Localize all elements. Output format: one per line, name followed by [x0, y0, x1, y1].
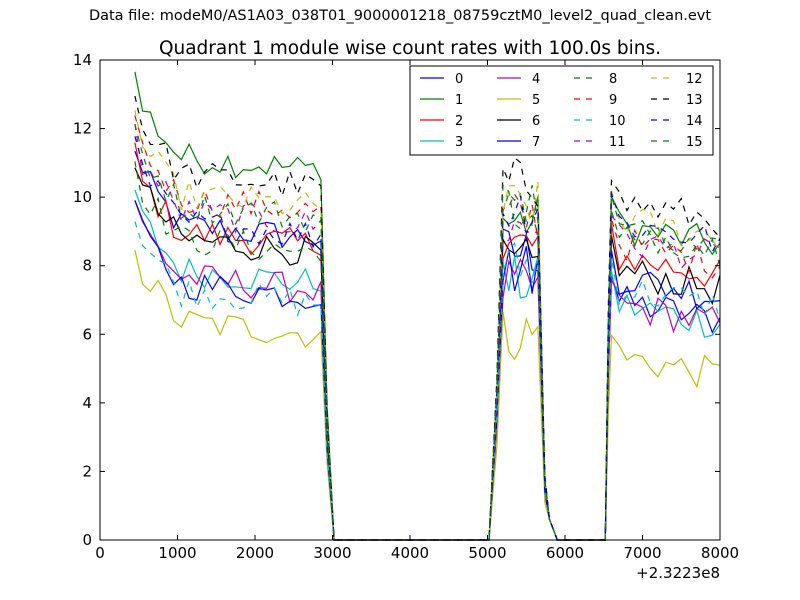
- x-tick-label: 6000: [546, 544, 584, 562]
- legend-label-6: 6: [532, 114, 540, 129]
- legend-label-5: 5: [532, 93, 540, 108]
- y-tick-label: 12: [73, 120, 92, 138]
- x-tick-label: 3000: [313, 544, 351, 562]
- legend-box: [409, 65, 714, 156]
- legend-label-11: 11: [609, 135, 626, 150]
- legend-label-3: 3: [455, 135, 463, 150]
- series-line-7: [134, 200, 721, 541]
- legend-label-9: 9: [609, 93, 617, 108]
- legend-label-7: 7: [532, 135, 540, 150]
- x-tick-label: 0: [95, 544, 105, 562]
- y-tick-label: 4: [82, 394, 92, 412]
- x-tick-label: 1000: [158, 544, 196, 562]
- axes-layer: 0 1000 2000 3000 4000 5000 6000 7000 80000246810…: [73, 51, 739, 562]
- legend-label-1: 1: [455, 93, 463, 108]
- legend-label-14: 14: [686, 114, 703, 129]
- series-line-14: [134, 136, 721, 541]
- x-tick-label: 2000: [236, 544, 274, 562]
- series-line-15: [134, 123, 721, 541]
- x-offset-label: +2.3223e8: [636, 564, 720, 582]
- series-line-11: [134, 124, 721, 541]
- x-tick-label: 4000: [391, 544, 429, 562]
- legend-label-10: 10: [609, 114, 626, 129]
- legend-label-0: 0: [455, 72, 463, 87]
- series-line-9: [134, 115, 721, 541]
- series-line-5: [134, 249, 721, 541]
- y-tick-label: 6: [82, 325, 92, 343]
- series-line-6: [134, 167, 721, 541]
- y-tick-label: 2: [82, 462, 92, 480]
- legend-label-15: 15: [686, 135, 703, 150]
- series-line-12: [134, 110, 721, 541]
- legend-label-4: 4: [532, 72, 540, 87]
- y-tick-label: 0: [82, 531, 92, 549]
- x-tick-label: 8000: [701, 544, 739, 562]
- legend-label-13: 13: [686, 93, 703, 108]
- series-layer: [134, 71, 721, 541]
- y-tick-label: 10: [73, 188, 92, 206]
- legend-label-2: 2: [455, 114, 463, 129]
- y-tick-label: 8: [82, 257, 92, 275]
- series-line-4: [134, 200, 721, 541]
- figure-suptitle: Data file: modeM0/AS1A03_038T01_90000012…: [88, 8, 712, 24]
- legend-label-8: 8: [609, 72, 617, 87]
- series-line-13: [134, 95, 721, 541]
- legend-label-12: 12: [686, 72, 703, 87]
- x-tick-label: 7000: [623, 544, 661, 562]
- series-line-8: [134, 161, 721, 541]
- y-tick-label: 14: [73, 51, 92, 69]
- series-line-10: [134, 221, 721, 541]
- chart-title: Quadrant 1 module wise count rates with …: [159, 38, 661, 59]
- x-tick-label: 5000: [468, 544, 506, 562]
